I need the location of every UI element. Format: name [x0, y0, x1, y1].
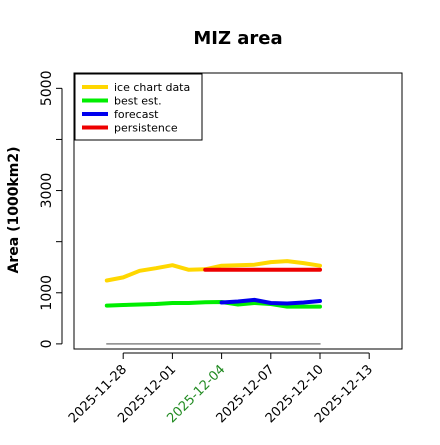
y-tick-label: 5000 [39, 71, 55, 107]
y-tick-label: 0 [39, 339, 55, 348]
legend-label: ice chart data [114, 81, 190, 94]
y-tick-label: 3000 [39, 173, 55, 209]
series-line-forecast [219, 297, 322, 306]
series-layer [104, 259, 322, 345]
legend-label: persistence [114, 122, 178, 135]
y-axis: 0 1000 3000 5000 [39, 71, 63, 348]
x-axis: 2025-11-282025-12-012025-12-042025-12-07… [66, 352, 376, 426]
legend-label: forecast [114, 108, 159, 121]
y-tick-label: 1000 [39, 275, 55, 311]
chart-title: MIZ area [193, 28, 282, 49]
plot-frame [73, 72, 403, 350]
series-line-best-est [104, 300, 322, 309]
y-axis-label: Area (1000km2) [6, 147, 22, 274]
legend-label: best est. [114, 95, 162, 108]
series-line-ice-chart-data [104, 259, 322, 283]
